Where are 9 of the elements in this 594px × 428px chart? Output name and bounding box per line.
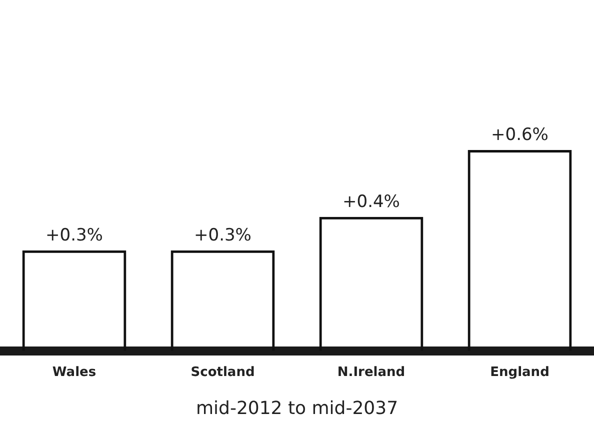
data-label: +0.6% <box>491 124 548 145</box>
data-label: +0.4% <box>342 192 400 212</box>
data-label: +0.3% <box>194 225 252 246</box>
x-tick-label: Scotland <box>190 364 255 380</box>
x-axis-title: mid-2012 to mid-2037 <box>196 398 398 419</box>
data-label: +0.3% <box>46 225 103 246</box>
x-tick-label: Wales <box>52 364 96 380</box>
x-tick-label: England <box>490 364 550 380</box>
x-tick-label: N.Ireland <box>337 364 406 380</box>
